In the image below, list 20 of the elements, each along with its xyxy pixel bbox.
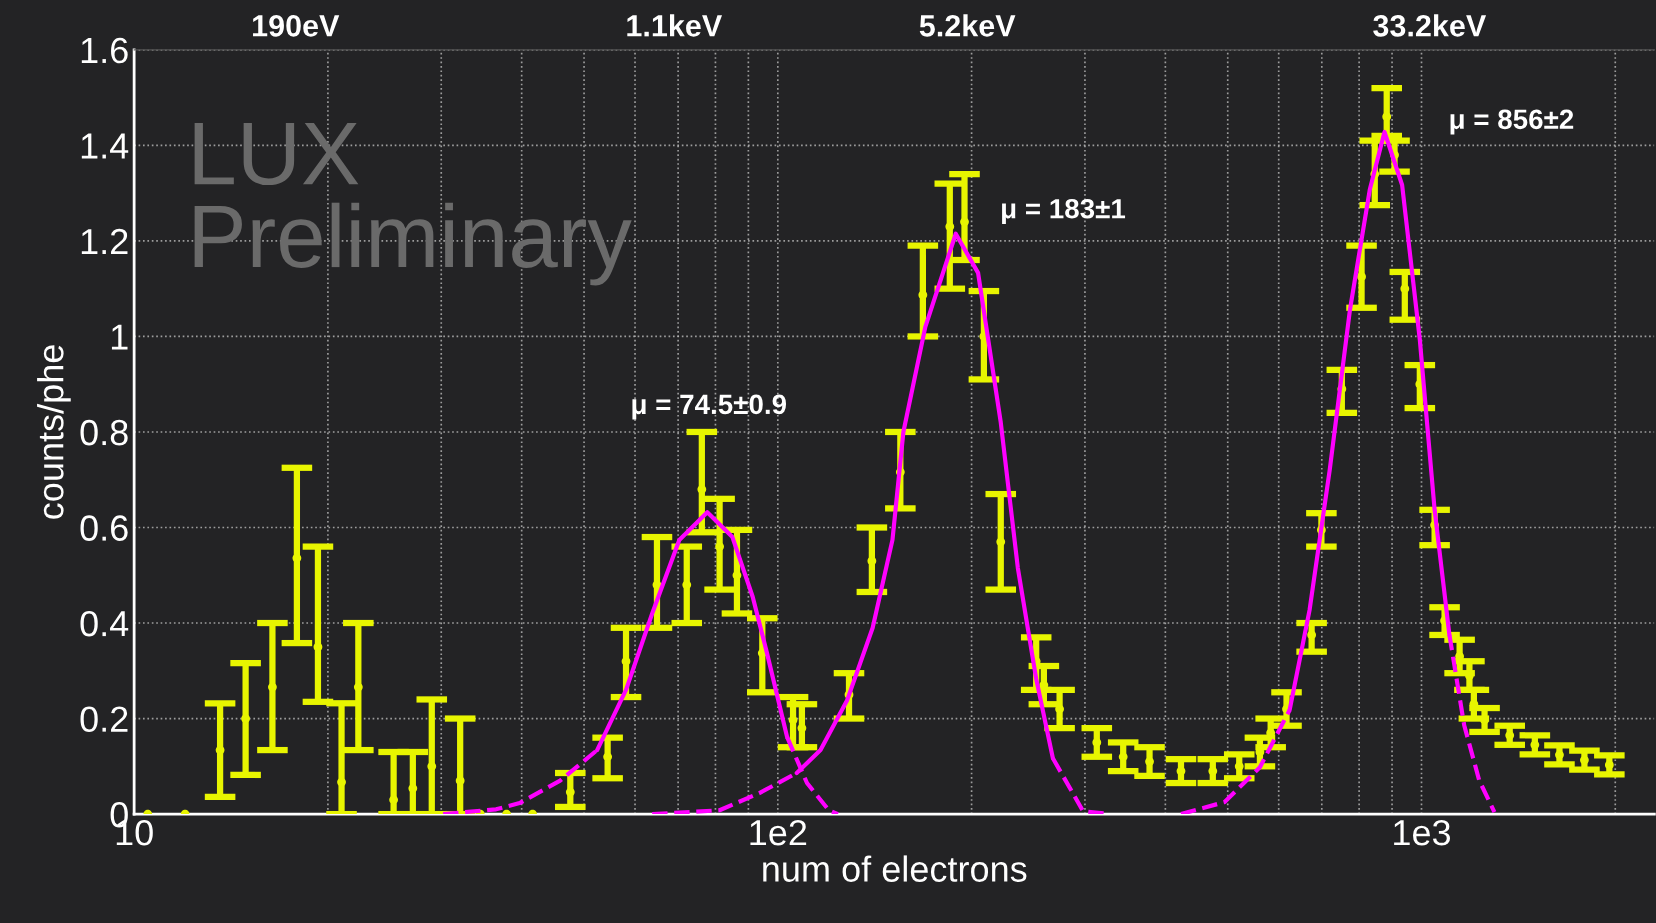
text: 5.2keV bbox=[919, 14, 1016, 37]
x-axis-title: num of electrons bbox=[763, 855, 1027, 882]
y-tick-label: 1.2 bbox=[81, 228, 128, 254]
annotation: LUX Preliminary bbox=[194, 123, 632, 286]
text: 1.1keV bbox=[627, 14, 723, 37]
annotation: μ = 74.5±0.9 bbox=[632, 394, 787, 420]
y-tick-label: 1.6 bbox=[81, 37, 128, 64]
annotation: μ = 183±1 bbox=[1002, 198, 1126, 224]
x-tick-label: 1e3 bbox=[1394, 819, 1451, 846]
y-tick-label: 0.6 bbox=[80, 515, 128, 541]
x-tick-label: 1e2 bbox=[750, 819, 807, 846]
text: 33.2keV bbox=[1373, 14, 1487, 37]
annotation: μ = 856±2 bbox=[1450, 109, 1574, 135]
y-tick-label: 1 bbox=[111, 324, 128, 350]
y-tick-label: 0.8 bbox=[80, 419, 128, 446]
y-tick-label: 1.4 bbox=[81, 133, 129, 159]
y-tick-label: 0.2 bbox=[80, 706, 128, 732]
y-tick-label: 0.4 bbox=[80, 610, 129, 637]
text: 190eV bbox=[253, 15, 340, 37]
y-axis-title: counts/phe bbox=[37, 345, 71, 519]
